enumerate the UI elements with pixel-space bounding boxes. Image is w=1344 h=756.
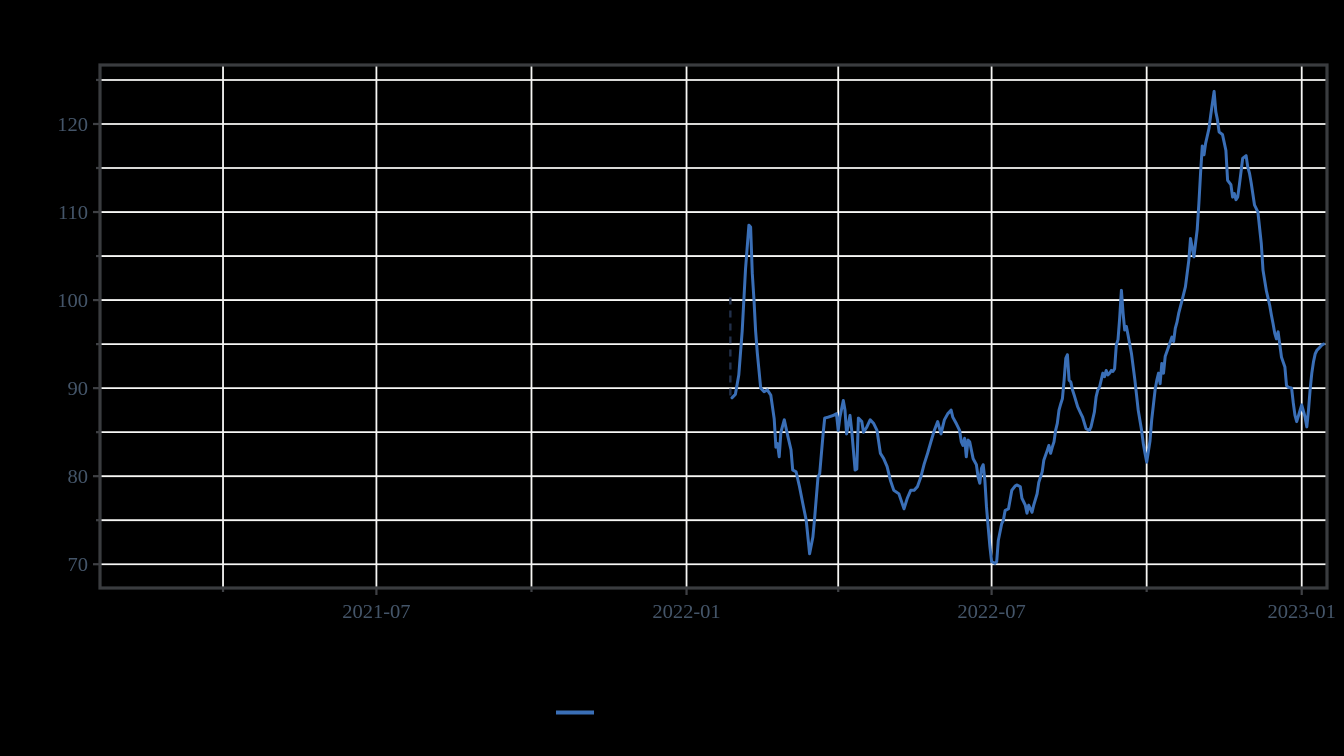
x-tick-label: 2023-01 [1268, 601, 1336, 623]
x-tick-label: 2021-07 [342, 601, 410, 623]
y-tick-label: 70 [68, 554, 89, 576]
x-tick-label: 2022-07 [957, 601, 1025, 623]
y-tick-label: 80 [68, 466, 89, 488]
y-tick-label: 100 [57, 290, 88, 312]
plot-border [98, 63, 1329, 590]
gridlines [100, 65, 1327, 588]
tick-marks [93, 78, 1303, 595]
series-line [730, 89, 1326, 565]
x-tick-label: 2022-01 [652, 601, 720, 623]
tick-labels: 2021-07 2022-01 2022-07 2023-01 70 80 90 100 110… [57, 114, 1336, 623]
y-tick-label: 110 [58, 202, 88, 224]
y-tick-label: 90 [68, 378, 89, 400]
y-tick-label: 120 [57, 114, 88, 136]
